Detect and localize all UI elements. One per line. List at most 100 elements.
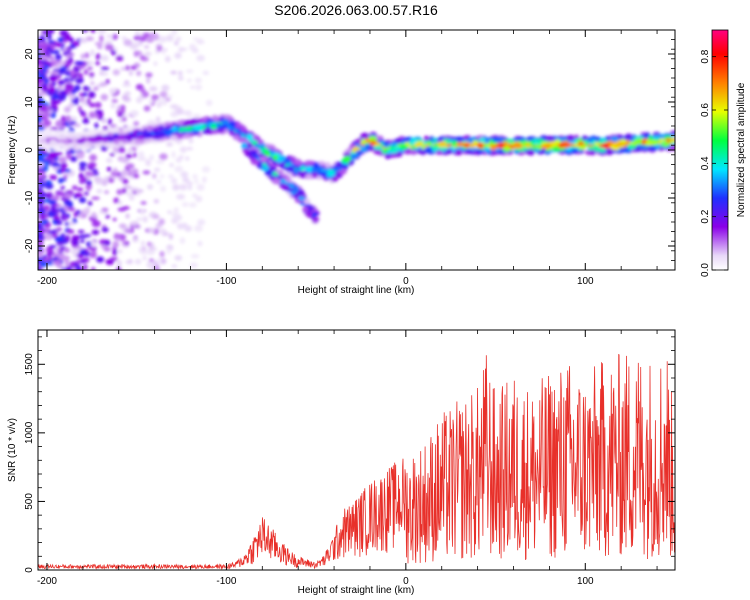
ridge-cell: [390, 147, 399, 154]
ridge-cell: [286, 159, 292, 164]
noise-cell: [60, 162, 68, 169]
noise-cell: [143, 45, 150, 49]
ridge-cell: [240, 127, 248, 132]
ridge-cell: [280, 182, 287, 189]
noise-cell: [42, 67, 47, 74]
noise-cell: [91, 229, 100, 235]
ridge-cell: [268, 167, 276, 172]
x-tick-label: -200: [37, 576, 57, 587]
noise-cell: [179, 146, 187, 153]
noise-cell: [64, 36, 72, 42]
noise-cell: [166, 248, 171, 255]
noise-cell: [121, 94, 129, 101]
noise-cell: [190, 254, 200, 259]
noise-cell: [83, 234, 92, 238]
noise-cell: [186, 146, 194, 151]
noise-cell: [197, 219, 206, 226]
ridge-cell: [355, 138, 362, 144]
noise-cell: [141, 91, 149, 98]
noise-cell: [109, 152, 115, 157]
noise-cell: [48, 152, 58, 160]
noise-cell: [117, 207, 127, 212]
ridge-cell: [346, 147, 353, 153]
noise-cell: [166, 34, 174, 42]
ridge-cell: [181, 134, 191, 139]
noise-cell: [101, 207, 109, 212]
noise-cell: [196, 183, 205, 191]
ridge-cell: [451, 140, 458, 147]
ridge-cell: [540, 144, 550, 149]
noise-cell: [71, 89, 76, 95]
noise-cell: [107, 118, 112, 125]
noise-cell: [38, 197, 45, 204]
noise-cell: [65, 115, 72, 122]
ridge-cell: [374, 142, 380, 146]
y-tick-label: -20: [24, 238, 35, 253]
ridge-cell: [581, 135, 589, 141]
noise-cell: [41, 30, 51, 35]
noise-cell: [144, 51, 152, 57]
ridge-cell: [601, 142, 610, 149]
noise-cell: [63, 247, 71, 253]
noise-cell: [74, 192, 83, 198]
colorbar-tick-label: 0.6: [700, 103, 711, 117]
noise-cell: [125, 153, 133, 159]
noise-cell: [64, 86, 73, 93]
noise-cell: [171, 151, 176, 159]
noise-cell: [38, 240, 44, 248]
noise-cell: [100, 93, 109, 101]
ridge-cell: [66, 133, 75, 138]
noise-cell: [146, 261, 152, 269]
noise-cell: [140, 240, 146, 247]
ridge-cell: [144, 138, 153, 143]
noise-cell: [191, 48, 199, 54]
noise-cell: [158, 218, 165, 226]
y-tick-label: 0: [24, 147, 35, 153]
ridge-cell: [503, 146, 511, 151]
noise-cell: [136, 217, 144, 221]
ridge-cell: [494, 138, 504, 143]
noise-cell: [78, 197, 87, 204]
ridge-cell: [426, 140, 433, 145]
ridge-cell: [536, 143, 543, 151]
snr-frame: [37, 329, 676, 571]
noise-cell: [55, 120, 61, 128]
noise-cell: [54, 54, 62, 61]
noise-cell: [156, 101, 162, 108]
noise-cell: [182, 177, 190, 183]
ridge-cell: [394, 138, 403, 144]
noise-cell: [188, 202, 197, 208]
noise-cell: [205, 99, 213, 107]
noise-cell: [113, 47, 118, 52]
ridge-cell: [279, 178, 286, 184]
noise-cell: [132, 173, 140, 179]
noise-cell: [103, 246, 111, 252]
noise-cell: [42, 102, 50, 106]
noise-cell: [103, 176, 110, 180]
ridge-cell: [304, 198, 311, 205]
noise-cell: [56, 86, 65, 90]
noise-cell: [79, 161, 86, 168]
noise-cell: [101, 227, 109, 233]
x-tick-label: 0: [403, 576, 409, 587]
noise-cell: [105, 214, 110, 219]
noise-cell: [140, 250, 148, 255]
noise-cell: [83, 87, 91, 91]
noise-cell: [77, 105, 82, 113]
noise-cell: [54, 42, 62, 47]
ridge-cell: [490, 144, 496, 151]
noise-cell: [40, 59, 47, 65]
noise-cell: [71, 185, 78, 191]
ridge-cell: [399, 144, 409, 150]
ridge-cell: [85, 131, 95, 136]
noise-cell: [130, 110, 139, 117]
noise-cell: [68, 56, 73, 64]
noise-cell: [38, 164, 45, 169]
ridge-cell: [51, 144, 61, 151]
noise-cell: [122, 240, 127, 246]
ridge-cell: [435, 150, 443, 155]
noise-cell: [176, 223, 185, 230]
noise-cell: [83, 92, 88, 97]
ridge-cell: [297, 171, 307, 177]
